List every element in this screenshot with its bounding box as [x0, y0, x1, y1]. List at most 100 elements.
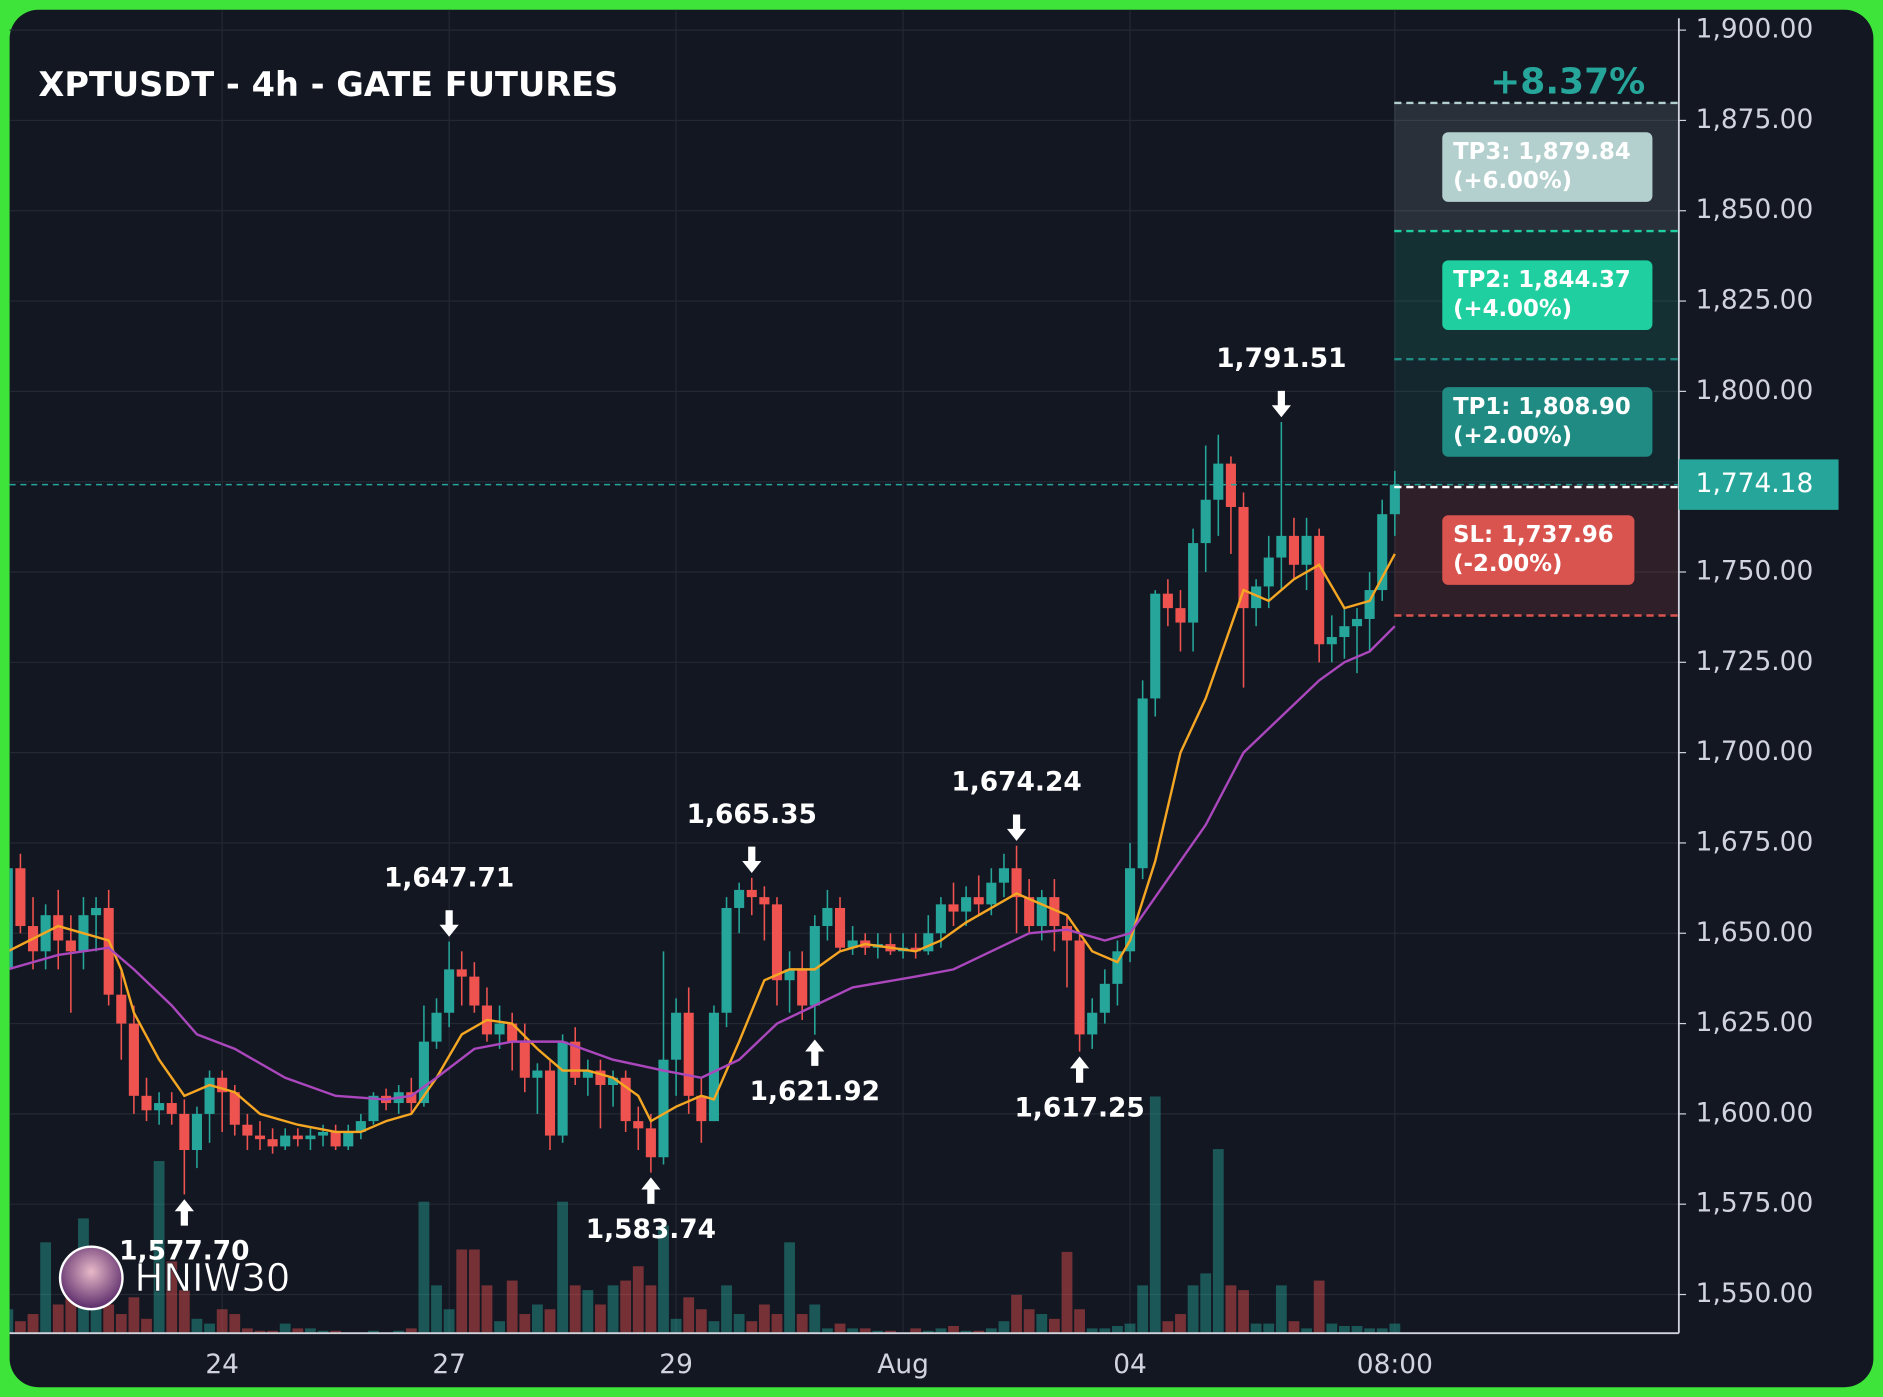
candle-body: [343, 1131, 354, 1147]
volume-bar: [468, 1249, 480, 1334]
volume-bar: [405, 1328, 417, 1334]
candle-body: [910, 947, 921, 952]
candle-body: [658, 1059, 669, 1158]
candle-body: [154, 1103, 165, 1111]
volume-bar: [1074, 1309, 1086, 1334]
volume-bar: [1326, 1323, 1338, 1334]
trade-change: (+6.00%): [1453, 168, 1572, 194]
volume-bar: [771, 1314, 783, 1334]
volume-bar: [1162, 1321, 1174, 1334]
volume-bar: [305, 1328, 316, 1334]
candle-body: [418, 1041, 429, 1104]
candle-body: [608, 1077, 619, 1085]
candle-body: [1137, 698, 1148, 869]
candle-body: [1389, 484, 1400, 515]
volume-bar: [267, 1330, 279, 1334]
volume-bar: [153, 1161, 165, 1334]
y-tick-label: 1,900.00: [1696, 14, 1814, 45]
volume-bar: [695, 1309, 707, 1334]
volume-bar: [922, 1330, 934, 1334]
volume-bar: [1238, 1290, 1249, 1334]
volume-bar: [948, 1325, 959, 1334]
candle-body: [1074, 940, 1085, 1035]
candle-body: [595, 1070, 606, 1085]
volume-bar: [1313, 1280, 1325, 1334]
candle-body: [267, 1139, 278, 1147]
candle-body: [103, 907, 114, 995]
x-tick-label: 08:00: [1357, 1349, 1433, 1380]
volume-bar: [1137, 1285, 1149, 1334]
volume-bar: [885, 1330, 896, 1334]
volume-bar: [1225, 1285, 1237, 1334]
candle-body: [973, 897, 984, 905]
trade-change: (+4.00%): [1453, 296, 1572, 322]
x-tick-label: 24: [205, 1349, 239, 1380]
candle-body: [444, 969, 455, 1013]
y-tick-label: 1,575.00: [1696, 1188, 1814, 1219]
y-tick-label: 1,850.00: [1696, 194, 1814, 225]
volume-bar: [456, 1249, 468, 1334]
volume-bar: [1061, 1251, 1073, 1334]
volume-bar: [1086, 1328, 1098, 1334]
candle-body: [935, 904, 946, 934]
candle-body: [961, 897, 972, 912]
trade-change: (-2.00%): [1453, 551, 1562, 577]
volume-bar: [910, 1328, 922, 1334]
volume-bar: [216, 1309, 228, 1334]
volume-bar: [985, 1328, 997, 1334]
candle-body: [116, 994, 127, 1024]
volume-bar: [141, 1318, 152, 1334]
candle-body: [809, 926, 820, 1006]
candle-body: [229, 1092, 240, 1125]
volume-bar: [166, 1261, 178, 1334]
extreme-arrow: [641, 1177, 661, 1204]
volume-bar: [645, 1285, 657, 1334]
candle-body: [280, 1135, 291, 1147]
volume-bar: [758, 1304, 770, 1334]
extreme-label: 1,674.24: [951, 767, 1081, 798]
volume-bar: [1011, 1294, 1022, 1334]
candle-body: [406, 1092, 417, 1104]
candle-body: [1124, 868, 1136, 952]
candle-body: [305, 1135, 316, 1140]
candle-body: [179, 1113, 190, 1151]
candle-body: [708, 1012, 719, 1122]
x-tick-label: Aug: [877, 1349, 929, 1380]
x-tick-label: 04: [1113, 1349, 1147, 1380]
volume-bar: [1175, 1314, 1186, 1334]
volume-bar: [683, 1297, 695, 1334]
volume-bar: [443, 1309, 455, 1334]
candle-body: [65, 940, 76, 952]
candle-body: [317, 1131, 329, 1136]
candle-body: [532, 1070, 543, 1078]
extreme-label: 1,577.70: [119, 1236, 249, 1267]
candle-body: [986, 882, 997, 905]
candle-body: [1061, 926, 1073, 941]
candle-body: [254, 1135, 266, 1140]
volume-bar: [935, 1328, 947, 1334]
extreme-arrow: [1271, 390, 1291, 418]
volume-bar: [632, 1266, 644, 1334]
volume-bar: [658, 1225, 669, 1334]
x-tick-label: 27: [432, 1349, 466, 1380]
volume-bar: [1275, 1285, 1287, 1334]
volume-bar: [40, 1242, 52, 1334]
extreme-arrow: [805, 1039, 825, 1066]
candle-body: [544, 1070, 556, 1136]
candle-body: [1326, 637, 1337, 645]
candle-body: [507, 1023, 518, 1042]
candle-body: [292, 1135, 303, 1140]
candle-body: [721, 907, 732, 1013]
volume-bar: [418, 1201, 430, 1334]
volume-bar: [796, 1314, 808, 1334]
volume-bar: [292, 1328, 304, 1334]
volume-bar: [809, 1304, 821, 1334]
candle-body: [645, 1128, 656, 1158]
volume-bar: [1301, 1328, 1312, 1334]
candle-body: [1200, 499, 1211, 544]
volume-bar: [670, 1318, 682, 1334]
candle-body: [557, 1041, 568, 1136]
volume-bar: [1048, 1318, 1060, 1334]
volume-bar: [1250, 1323, 1262, 1334]
